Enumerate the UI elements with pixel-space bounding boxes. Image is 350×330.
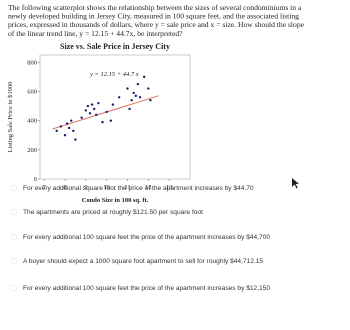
point (88, 112, 92, 115)
point (92, 107, 96, 111)
point (128, 107, 131, 111)
point (136, 82, 140, 86)
x-tick-label: 9 (84, 184, 87, 191)
y-axis-label: Listing Sale Price in $1000 (7, 82, 14, 153)
point (86, 104, 90, 108)
point (90, 103, 94, 106)
point (138, 96, 142, 99)
x-tick-label: 10 (103, 184, 110, 191)
point (134, 94, 138, 98)
x-tick-label: 8 (63, 184, 66, 191)
x-tick-label: 7 (43, 184, 47, 191)
point (101, 120, 104, 124)
point (147, 87, 150, 90)
point (74, 138, 77, 141)
y-tick-label: 600 (27, 88, 37, 95)
y-tick-label: 400 (27, 118, 37, 125)
point (67, 126, 71, 130)
point (72, 129, 75, 133)
question: The following scatterplot shows the rela… (8, 3, 305, 38)
point (97, 101, 100, 105)
point (84, 109, 88, 112)
point (95, 113, 98, 117)
question-line: The following scatterplot shows the rela… (8, 3, 302, 12)
point (142, 75, 146, 79)
point (63, 134, 67, 137)
point (70, 119, 73, 122)
y-tick-label: 0 (34, 176, 37, 183)
radio[interactable] (10, 257, 18, 265)
option[interactable]: A buyer should expect a 1000 square foot… (23, 258, 263, 265)
option[interactable]: For every additional 100 square feet the… (23, 285, 270, 292)
question-line: of the linear trend line, y = 12.15 + 44… (8, 29, 183, 38)
options: For every additional square foot the pri… (10, 184, 270, 292)
question-line: newly developed building in Jersey City,… (8, 12, 299, 21)
y-tick-label: 800 (27, 59, 37, 66)
x-tick-label: 12 (145, 184, 152, 191)
point (65, 122, 69, 125)
plot-frame (39, 54, 191, 180)
x-tick-label: 11 (124, 184, 130, 191)
chart-title: Size vs. Sale Price in Jersey City (60, 42, 170, 51)
radio[interactable] (10, 208, 18, 216)
y-tick-label: 200 (27, 147, 37, 154)
point (126, 87, 129, 90)
radio[interactable] (10, 233, 18, 241)
radio[interactable] (10, 284, 18, 292)
cursor (292, 178, 299, 189)
option[interactable]: The apartments are priced at roughly $12… (23, 209, 203, 216)
x-axis-label: Condo Size in 100 sq. ft. (82, 197, 149, 204)
radio[interactable] (10, 184, 18, 192)
x-tick-label: 13 (166, 184, 173, 191)
point (80, 116, 83, 119)
question-line: prices, expressed in thousands of dollar… (8, 20, 305, 29)
option[interactable]: For every additional 100 square feet the… (23, 234, 270, 241)
point (149, 99, 152, 102)
point (55, 129, 58, 133)
option[interactable]: For every additional square foot the pri… (23, 185, 254, 192)
point (130, 99, 133, 102)
point (111, 103, 115, 106)
point (59, 125, 63, 128)
point (117, 96, 121, 99)
point (132, 91, 135, 95)
annotation: y = 12.15 + 44.7 x (89, 71, 139, 78)
point (105, 110, 108, 114)
point (109, 119, 113, 122)
